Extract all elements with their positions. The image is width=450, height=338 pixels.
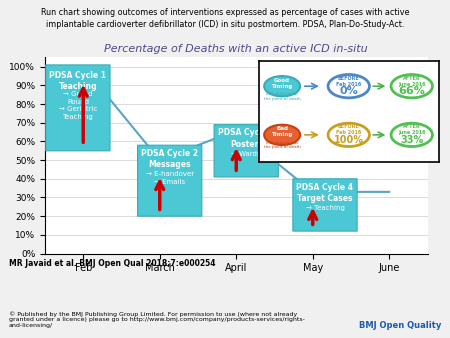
Text: → Wards: → Wards — [231, 151, 261, 157]
Circle shape — [391, 75, 432, 98]
Circle shape — [264, 76, 300, 96]
Text: PDSA Cycle 2
Messages: PDSA Cycle 2 Messages — [141, 149, 198, 169]
Text: PDSA Cycle 4
Target Cases: PDSA Cycle 4 Target Cases — [297, 183, 354, 203]
Title: Percentage of Deaths with an active ICD in-situ: Percentage of Deaths with an active ICD … — [104, 44, 368, 54]
FancyBboxPatch shape — [138, 145, 202, 216]
Text: © Published by the BMJ Publishing Group Limited. For permission to use (where no: © Published by the BMJ Publishing Group … — [9, 311, 305, 328]
Text: Run chart showing outcomes of interventions expressed as percentage of cases wit: Run chart showing outcomes of interventi… — [41, 8, 409, 29]
Text: 66%: 66% — [398, 86, 425, 96]
Text: 100%: 100% — [334, 135, 364, 145]
Text: ICD detected at
the point of death: ICD detected at the point of death — [264, 141, 301, 149]
FancyBboxPatch shape — [293, 179, 357, 231]
Text: Bad
Timing: Bad Timing — [271, 126, 293, 137]
FancyBboxPatch shape — [46, 65, 110, 151]
Text: AFTER
June 2016: AFTER June 2016 — [398, 124, 426, 135]
Text: Good
Timing: Good Timing — [271, 78, 293, 89]
Text: ICD detected at
the point of death: ICD detected at the point of death — [264, 92, 301, 101]
Text: 0%: 0% — [339, 86, 358, 96]
Text: MR Javaid et al. BMJ Open Qual 2018;7:e000254: MR Javaid et al. BMJ Open Qual 2018;7:e0… — [9, 259, 216, 268]
Circle shape — [264, 125, 300, 145]
Circle shape — [328, 123, 369, 146]
Text: → Teaching: → Teaching — [306, 205, 344, 211]
Text: PDSA Cycle 3
Posters: PDSA Cycle 3 Posters — [218, 128, 274, 148]
FancyBboxPatch shape — [214, 125, 278, 177]
Text: → Grand
Round
→ Geriatric
Teaching: → Grand Round → Geriatric Teaching — [58, 91, 97, 120]
Text: BEFORE
Feb 2016: BEFORE Feb 2016 — [336, 124, 361, 135]
Text: BMJ Open Quality: BMJ Open Quality — [359, 321, 441, 330]
Circle shape — [391, 123, 432, 146]
Text: AFTER
June 2016: AFTER June 2016 — [398, 76, 426, 87]
Circle shape — [328, 75, 369, 98]
Text: PDSA Cycle 1
Teaching: PDSA Cycle 1 Teaching — [50, 71, 106, 91]
Text: → E-handover
→ Emails: → E-handover → Emails — [146, 171, 194, 185]
Text: BEFORE
Feb 2016: BEFORE Feb 2016 — [336, 76, 361, 87]
Text: 33%: 33% — [400, 135, 423, 145]
